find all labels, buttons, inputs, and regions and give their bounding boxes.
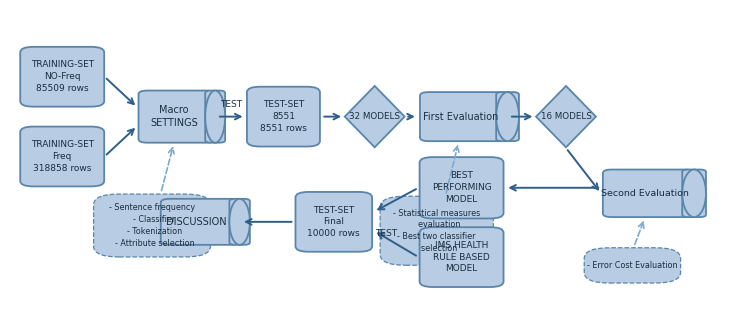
FancyBboxPatch shape	[419, 227, 504, 287]
Ellipse shape	[682, 170, 706, 217]
FancyBboxPatch shape	[161, 199, 240, 245]
FancyBboxPatch shape	[20, 126, 104, 187]
Text: TRAINING-SET
Freq
318858 rows: TRAINING-SET Freq 318858 rows	[31, 140, 94, 173]
Text: DISCUSSION: DISCUSSION	[166, 217, 227, 227]
Text: 16 MODELS: 16 MODELS	[541, 112, 592, 121]
FancyBboxPatch shape	[247, 87, 320, 146]
Text: TEST-SET
Final
10000 rows: TEST-SET Final 10000 rows	[308, 206, 360, 238]
FancyBboxPatch shape	[682, 170, 706, 217]
Text: BEST
PERFORMING
MODEL: BEST PERFORMING MODEL	[431, 172, 492, 204]
Text: First Evaluation: First Evaluation	[423, 112, 498, 122]
Text: - Error Cost Evaluation: - Error Cost Evaluation	[587, 261, 678, 270]
Polygon shape	[536, 86, 596, 147]
Text: TEST-SET
8551
8551 rows: TEST-SET 8551 8551 rows	[260, 100, 307, 133]
FancyBboxPatch shape	[419, 157, 504, 218]
Text: - Statistical measures
  evaluation
- Best two classifier
  selection: - Statistical measures evaluation - Best…	[393, 208, 481, 253]
FancyBboxPatch shape	[20, 47, 104, 107]
FancyBboxPatch shape	[94, 194, 210, 257]
FancyBboxPatch shape	[420, 92, 507, 141]
FancyBboxPatch shape	[584, 248, 681, 283]
Text: TEST: TEST	[220, 100, 242, 109]
Text: Macro
SETTINGS: Macro SETTINGS	[150, 105, 197, 128]
FancyBboxPatch shape	[229, 199, 250, 245]
Text: IMS HEALTH
RULE BASED
MODEL: IMS HEALTH RULE BASED MODEL	[433, 241, 490, 274]
FancyBboxPatch shape	[603, 170, 694, 217]
FancyBboxPatch shape	[296, 192, 372, 252]
Ellipse shape	[496, 92, 519, 141]
Text: TRAINING-SET
NO-Freq
85509 rows: TRAINING-SET NO-Freq 85509 rows	[31, 60, 94, 93]
Text: 32 MODELS: 32 MODELS	[349, 112, 400, 121]
Ellipse shape	[229, 199, 250, 245]
FancyBboxPatch shape	[205, 90, 225, 143]
FancyBboxPatch shape	[380, 196, 493, 265]
FancyBboxPatch shape	[496, 92, 519, 141]
Text: Second Evaluation: Second Evaluation	[601, 189, 689, 198]
Text: TEST: TEST	[375, 229, 396, 239]
Polygon shape	[345, 86, 405, 147]
FancyBboxPatch shape	[139, 90, 215, 143]
Ellipse shape	[205, 90, 225, 143]
Text: - Sentence frequency
  - Classifier
  - Tokenization
  - Attribute selection: - Sentence frequency - Classifier - Toke…	[109, 203, 195, 248]
